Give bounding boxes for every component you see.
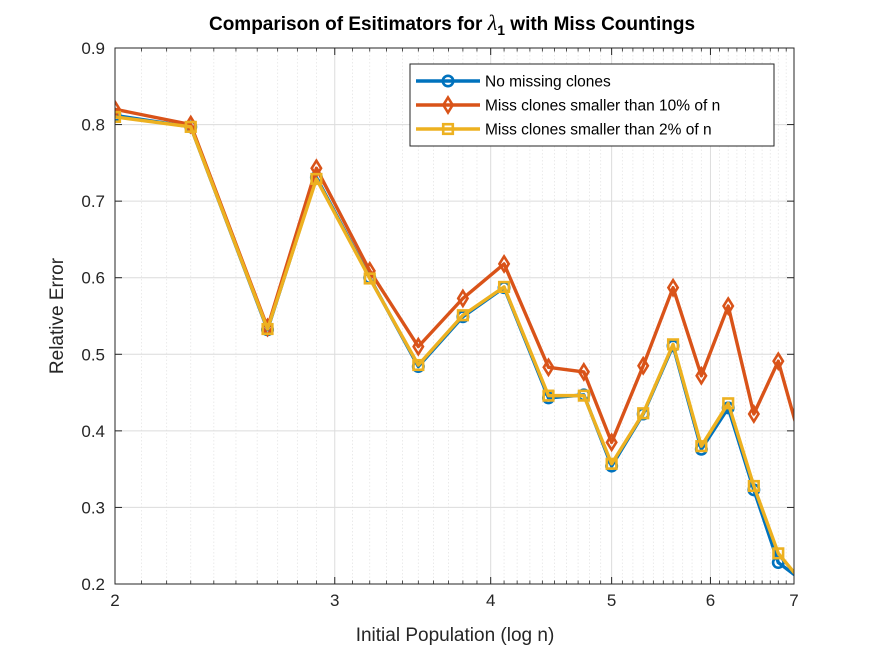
data-point-square <box>605 457 618 470</box>
series-line <box>115 107 794 445</box>
data-point-diamond <box>441 95 455 115</box>
data-point-diamond <box>747 404 761 424</box>
x-tick-label: 4 <box>486 591 495 610</box>
data-point-square <box>577 389 590 402</box>
data-point-diamond <box>310 158 323 179</box>
data-point-diamond <box>412 336 425 357</box>
data-point-diamond <box>666 277 680 298</box>
x-tick-label: 7 <box>789 591 798 610</box>
axes-box <box>114 47 795 585</box>
data-point-diamond <box>456 288 470 309</box>
data-point-square <box>772 547 785 560</box>
y-tick-label: 0.7 <box>81 192 105 211</box>
data-point-diamond <box>542 357 555 378</box>
legend: No missing clones Miss clones smaller tha… <box>409 63 775 147</box>
data-point-square <box>497 280 511 294</box>
data-point-square <box>542 389 555 402</box>
y-tick-label: 0.6 <box>81 269 105 288</box>
data-point-square <box>184 120 197 133</box>
series-line <box>115 115 794 576</box>
y-axis-label: Relative Error <box>47 257 68 374</box>
data-point-circle <box>441 74 455 88</box>
data-point-square <box>456 309 469 322</box>
data-point-square <box>441 122 455 136</box>
data-point-diamond <box>497 253 511 274</box>
data-point-square <box>666 338 680 351</box>
y-tick-label: 0.8 <box>81 116 105 135</box>
series-3 <box>115 110 794 576</box>
data-point-diamond <box>637 355 650 376</box>
y-tick-label: 0.3 <box>81 498 105 517</box>
y-tick-label: 0.2 <box>81 575 105 594</box>
chart-title: Comparison of Esitimators for λ1 with Mi… <box>209 10 695 38</box>
y-tick-label: 0.9 <box>81 39 105 58</box>
data-point-diamond <box>695 365 708 386</box>
x-axis-label: Initial Population (log n) <box>356 625 555 646</box>
data-point-diamond <box>772 351 785 372</box>
legend-label: Miss clones smaller than 10% of n <box>485 98 720 115</box>
data-point-square <box>637 407 650 420</box>
data-point-square <box>747 479 760 493</box>
legend-label: No missing clones <box>485 74 611 91</box>
data-point-square <box>261 322 274 336</box>
x-tick-label: 5 <box>607 591 616 610</box>
y-tick-label: 0.5 <box>81 345 105 364</box>
x-tick-labels: 2 3 4 5 6 7 <box>110 591 798 610</box>
data-point-diamond <box>577 361 591 382</box>
data-point-square <box>115 110 122 124</box>
y-tick-labels: 0.2 0.3 0.4 0.5 0.6 0.7 0.8 0.9 <box>81 39 105 594</box>
data-point-square <box>722 397 735 410</box>
data-point-square <box>412 358 425 372</box>
data-point-diamond <box>605 432 618 453</box>
data-point-square <box>695 440 708 453</box>
x-tick-label: 2 <box>110 591 119 610</box>
x-tick-label: 3 <box>330 591 339 610</box>
legend-entry-3: Miss clones smaller than 2% of n <box>416 122 712 139</box>
data-point-square <box>310 172 323 186</box>
data-point-diamond <box>115 99 122 120</box>
legend-entry-1: No missing clones <box>416 74 611 91</box>
legend-label: Miss clones smaller than 2% of n <box>485 122 712 139</box>
y-tick-label: 0.4 <box>81 422 105 441</box>
data-point-diamond <box>722 296 735 317</box>
series-layer <box>115 99 794 577</box>
axes-frame <box>114 47 795 585</box>
data-point-square <box>363 272 376 285</box>
x-tick-label: 6 <box>706 591 715 610</box>
legend-entry-2: Miss clones smaller than 10% of n <box>416 95 720 115</box>
